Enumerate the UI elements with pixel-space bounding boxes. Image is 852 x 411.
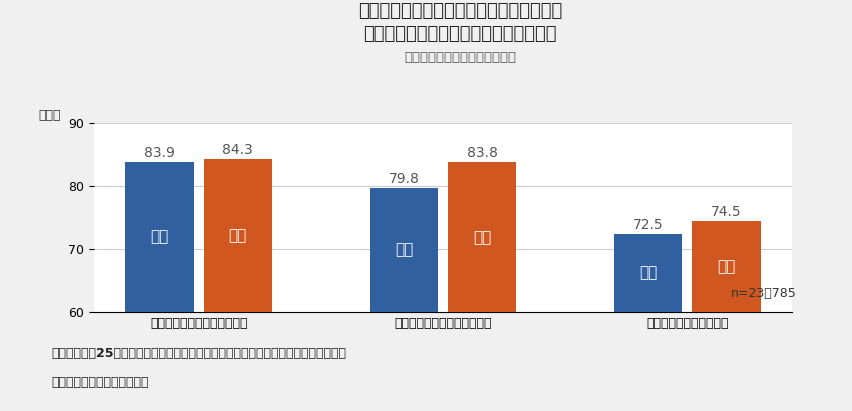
Text: n=23，785: n=23，785 (731, 287, 797, 300)
Text: よい・まあまあよいと回答した人の割合: よい・まあまあよいと回答した人の割合 (363, 25, 557, 43)
Text: 83.9: 83.9 (144, 146, 176, 160)
Text: 男性: 男性 (394, 242, 413, 257)
Text: 「健康状態をどのように感じているか」に: 「健康状態をどのように感じているか」に (358, 2, 562, 20)
Text: 男性: 男性 (639, 266, 658, 280)
Bar (692, 221, 761, 411)
Text: 出典：「平成25年度　都民の健康や地域とのつながりに関する意識・活動状況調査」: 出典：「平成25年度 都民の健康や地域とのつながりに関する意識・活動状況調査」 (51, 347, 346, 360)
Bar (125, 162, 194, 411)
Bar (370, 187, 438, 411)
Text: 72.5: 72.5 (633, 218, 664, 232)
Text: （％）: （％） (38, 109, 60, 122)
Text: （東京都福祉保健局）: （東京都福祉保健局） (51, 376, 148, 389)
Bar (448, 162, 516, 411)
Text: 79.8: 79.8 (389, 172, 419, 186)
Bar (204, 159, 272, 411)
Text: 男性: 男性 (151, 230, 169, 245)
Text: 女性: 女性 (473, 230, 492, 245)
Text: 女性: 女性 (228, 228, 247, 243)
Text: 女性: 女性 (717, 259, 735, 274)
Text: 83.8: 83.8 (467, 146, 498, 160)
Text: 74.5: 74.5 (711, 205, 742, 219)
Bar (614, 233, 682, 411)
Text: 84.3: 84.3 (222, 143, 253, 157)
Text: 地域の人とのかかわりの状況別: 地域の人とのかかわりの状況別 (404, 51, 516, 65)
